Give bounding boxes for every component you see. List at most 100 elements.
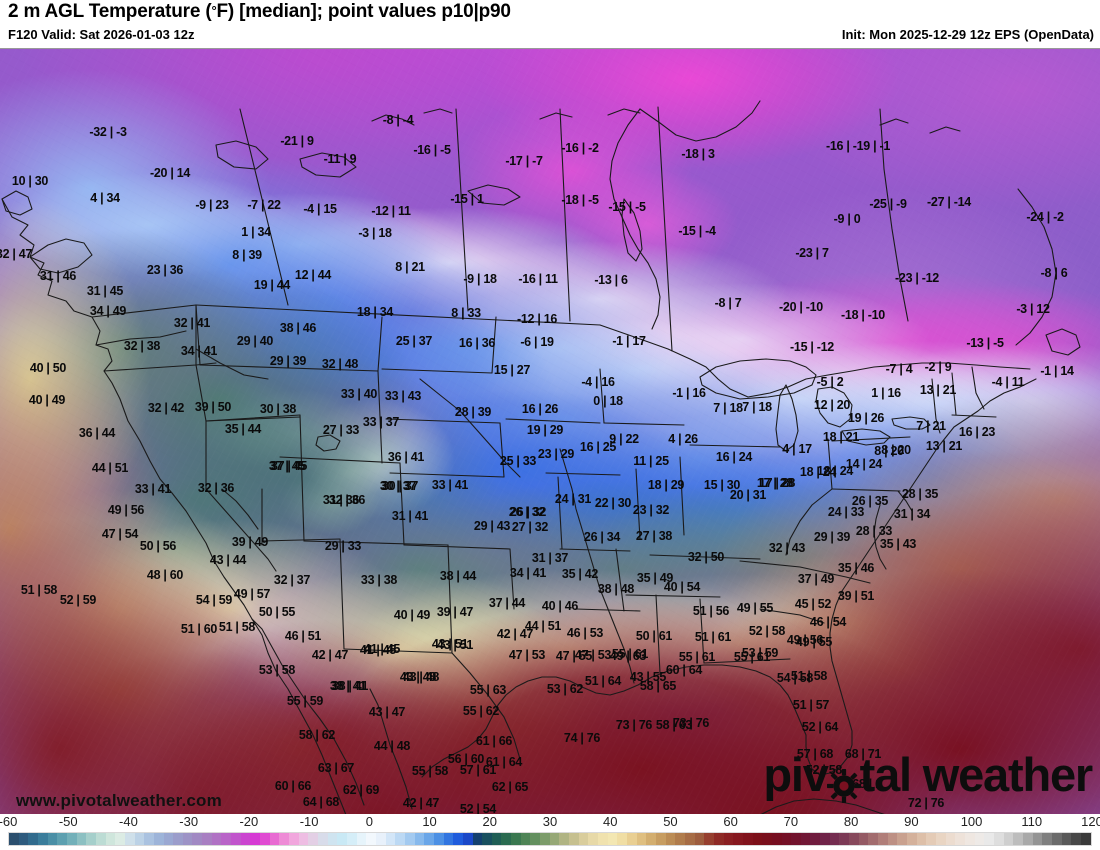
colorbar-swatch (318, 833, 328, 845)
colorbar-swatch (974, 833, 985, 845)
point-value: 58 | 62 (298, 728, 336, 742)
point-value: -21 | 9 (280, 134, 314, 148)
colorbar-swatch (588, 833, 599, 845)
co-ks-border (399, 462, 405, 546)
point-value: 13 | 21 (925, 439, 963, 453)
colorbar-swatch (675, 833, 685, 845)
point-value: 54 | 58 (776, 671, 814, 685)
colorbar[interactable]: -60 -50 -40 -30 -20 -10 0 10 20 30 40 50 60 70 80 90 100… (0, 814, 1100, 850)
colorbar-swatch (395, 833, 405, 845)
point-value: -9 | 0 (833, 212, 861, 226)
point-value: 10 | 30 (11, 174, 49, 188)
az-nm-border (339, 538, 345, 650)
colorbar-swatch (124, 833, 135, 845)
point-value: 33 | 37 (362, 415, 400, 429)
point-value: 31 | 41 (391, 509, 429, 523)
point-value: 32 | 41 (173, 316, 211, 330)
colorbar-swatch (713, 833, 724, 845)
point-value: 1 | 16 (871, 386, 901, 400)
point-value: -1 | 14 (1040, 364, 1074, 378)
colorbar-swatch (646, 833, 656, 845)
colorbar-swatch (617, 833, 627, 845)
point-value: 31 | 46 (39, 269, 77, 283)
colorbar-gradient[interactable] (8, 832, 1092, 846)
colorbar-swatch (260, 833, 270, 845)
brand-watermark: piv (763, 748, 1093, 803)
colorbar-swatch (887, 833, 898, 845)
point-value: 38 | 41 (331, 679, 369, 693)
point-value: 33 | 38 (360, 573, 398, 587)
point-value: 49 | 57 (233, 587, 271, 601)
point-value: 36 | 41 (387, 450, 425, 464)
point-value: 8 | 20 (881, 443, 911, 457)
cuba-island (759, 798, 887, 815)
point-value: 51 | 56 (692, 604, 730, 618)
id-ut-nv-horiz (205, 416, 301, 422)
colorbar-swatch (182, 833, 193, 845)
point-value: 53 | 62 (546, 682, 584, 696)
point-value: -18 | -5 (561, 193, 599, 207)
point-value: 31 | 34 (893, 507, 931, 521)
wy-sd-border (377, 370, 383, 464)
vt-nh-border (951, 372, 957, 416)
point-value: -27 | -14 (927, 195, 971, 209)
colorbar-tick: 70 (783, 814, 799, 829)
colorbar-swatch (984, 833, 994, 845)
colorbar-swatch (385, 833, 396, 845)
vancouver-island (29, 238, 93, 274)
point-value: 40 | 49 (28, 393, 66, 407)
point-value: -8 | 7 (714, 296, 742, 310)
great-salt-lake (315, 434, 341, 452)
colorbar-swatch (163, 833, 174, 845)
colorbar-swatch (549, 833, 560, 845)
point-value: 51 | 61 (694, 630, 732, 644)
ca-nv-az-diagonal (205, 488, 277, 572)
point-value: -20 | -10 (779, 300, 823, 314)
colorbar-swatch (298, 833, 309, 845)
point-value: 40 | 49 (393, 608, 431, 622)
point-value: 60 | 66 (274, 779, 312, 793)
point-value: 46 | 51 (284, 629, 322, 643)
point-value: 43 | 44 (209, 553, 247, 567)
point-value: 32 | 47 (0, 247, 33, 261)
point-value: 39 | 47 (436, 605, 474, 619)
colorbar-tick: 10 (422, 814, 437, 829)
colorbar-swatch (1013, 833, 1023, 845)
point-value: 24 | 31 (554, 492, 592, 506)
temperature-map[interactable]: -32 | -3 -8 | -4 -21 | 9 -16 | -5 -16 | -2 -1… (0, 48, 1100, 815)
lake-athabasca (467, 184, 521, 206)
gulf-of-california (251, 618, 365, 806)
colorbar-swatch (462, 833, 473, 845)
point-value: 18 | 29 (647, 478, 685, 492)
point-value: 23 | 29 (537, 447, 575, 461)
point-value: 30 | 37 (379, 479, 417, 493)
colorbar-swatch (482, 833, 492, 845)
point-value: 8 | 39 (232, 248, 262, 262)
newfoundland (1045, 328, 1081, 356)
us-canada-border-east (599, 324, 1031, 398)
columbia-river (95, 330, 187, 346)
point-value: 47 | 53 (574, 648, 612, 662)
point-value: 50 | 61 (635, 629, 673, 643)
mo-ks-vertical (557, 476, 563, 550)
colorbar-swatch (433, 833, 444, 845)
gulf-coastline (421, 664, 807, 778)
point-value: 68 | 71 (844, 747, 882, 761)
point-value: 26 | 32 (508, 505, 546, 519)
point-value: -16 | 11 (518, 272, 558, 286)
point-value: -18 | -10 (841, 308, 885, 322)
manitoba-ontario-border (657, 106, 673, 352)
pa-ny-border (831, 436, 911, 442)
us-canada-border-49 (195, 304, 601, 326)
colorbar-swatch (289, 833, 299, 845)
colorbar-swatch (540, 833, 550, 845)
point-value: 64 | 68 (302, 795, 340, 809)
lake-winnipeg (621, 198, 643, 262)
ny-vt-nh-border (931, 378, 941, 434)
colorbar-swatch (9, 833, 19, 845)
co-nm-border (303, 540, 449, 546)
point-value: -5 | 2 (816, 375, 844, 389)
colorbar-swatch (1080, 833, 1091, 845)
colorbar-swatch (520, 833, 531, 845)
brand-text-first: piv (763, 748, 829, 801)
